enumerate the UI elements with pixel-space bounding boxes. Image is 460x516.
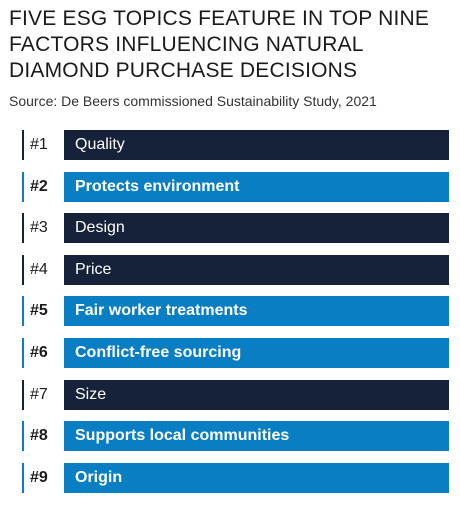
rank-label: #7 bbox=[30, 385, 48, 403]
row-rule bbox=[22, 254, 24, 285]
factor-label: Quality bbox=[75, 136, 125, 153]
rank-label: #5 bbox=[30, 302, 48, 320]
row-rule bbox=[22, 296, 24, 327]
factor-label: Price bbox=[75, 260, 112, 278]
factor-bar: Size bbox=[64, 379, 449, 410]
factor-label: Protects environment bbox=[75, 177, 240, 195]
row-rule bbox=[22, 130, 24, 160]
factor-bar: Design bbox=[64, 213, 449, 244]
factor-label: Supports local communities bbox=[75, 427, 290, 445]
ranking-row: #2 Protects environment bbox=[0, 171, 460, 202]
ranking-row: #4 Price bbox=[0, 254, 460, 285]
chart-title-line-1: FIVE ESG TOPICS FEATURE IN TOP NINE bbox=[9, 7, 430, 30]
rank-label: #9 bbox=[30, 468, 48, 486]
factor-label: Design bbox=[75, 219, 125, 237]
row-rule bbox=[22, 421, 24, 452]
factor-label: Origin bbox=[75, 468, 123, 486]
row-rule bbox=[22, 171, 24, 202]
factor-label: Conflict-free sourcing bbox=[75, 344, 242, 361]
ranking-row: #7 Size bbox=[0, 379, 460, 410]
rank-label: #6 bbox=[30, 344, 48, 361]
row-rule bbox=[22, 462, 24, 493]
ranking-row: #3 Design bbox=[0, 213, 460, 244]
row-rule bbox=[22, 379, 24, 410]
row-rule bbox=[22, 338, 24, 368]
esg-factor-bar: Fair worker treatments bbox=[64, 296, 449, 327]
factor-bar: Quality bbox=[64, 130, 449, 160]
esg-factor-bar: Conflict-free sourcing bbox=[64, 338, 449, 368]
rank-label: #8 bbox=[30, 427, 48, 445]
factor-label: Size bbox=[75, 385, 107, 403]
esg-factor-bar: Protects environment bbox=[64, 171, 449, 202]
rank-label: #2 bbox=[30, 177, 48, 195]
chart-title-line-2: FACTORS INFLUENCING NATURAL bbox=[9, 33, 364, 56]
chart-title-line-3: DIAMOND PURCHASE DECISIONS bbox=[9, 59, 358, 82]
factor-label: Fair worker treatments bbox=[75, 302, 248, 320]
row-rule bbox=[22, 213, 24, 244]
ranking-row: #9 Origin bbox=[0, 462, 460, 493]
chart-title: FIVE ESG TOPICS FEATURE IN TOP NINE FACT… bbox=[9, 6, 449, 84]
rank-label: #1 bbox=[30, 136, 48, 153]
rank-label: #4 bbox=[30, 260, 48, 278]
chart-source: Source: De Beers commissioned Sustainabi… bbox=[9, 93, 377, 109]
esg-factor-bar: Supports local communities bbox=[64, 421, 449, 452]
ranking-row: #8 Supports local communities bbox=[0, 421, 460, 452]
ranking-row: #6 Conflict-free sourcing bbox=[0, 338, 460, 368]
ranking-row: #1 Quality bbox=[0, 130, 460, 160]
esg-factor-bar: Origin bbox=[64, 462, 449, 493]
factor-bar: Price bbox=[64, 254, 449, 285]
ranking-row: #5 Fair worker treatments bbox=[0, 296, 460, 327]
rank-label: #3 bbox=[30, 219, 48, 237]
